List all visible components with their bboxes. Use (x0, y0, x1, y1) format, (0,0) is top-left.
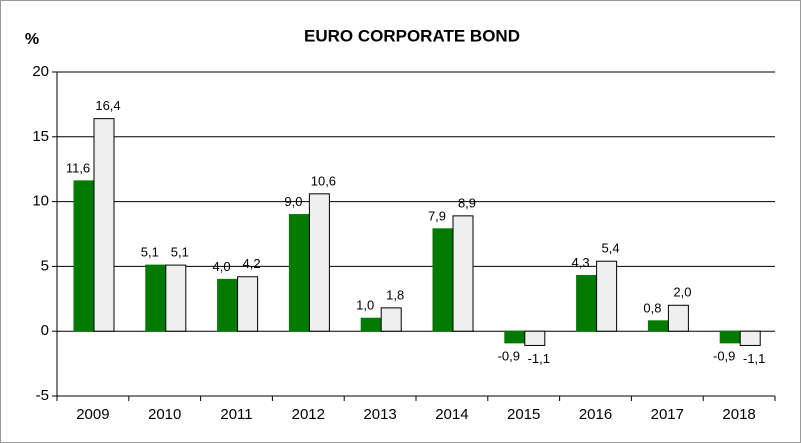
data-label: -0,9 (713, 348, 735, 363)
y-tick-label: 20 (32, 63, 49, 80)
bar (217, 278, 239, 332)
bar (145, 264, 167, 332)
bar (667, 304, 689, 332)
y-tick-label: 10 (32, 193, 49, 210)
bar (739, 330, 761, 346)
bar (452, 215, 474, 332)
bar (93, 118, 115, 332)
y-tick-label: 0 (41, 322, 49, 339)
bar (432, 228, 454, 332)
bar (308, 193, 330, 332)
data-label: 1,8 (386, 287, 404, 302)
bar (360, 317, 382, 332)
data-label: 10,6 (311, 173, 336, 188)
data-label: 5,4 (602, 241, 620, 256)
data-label: 16,4 (95, 98, 120, 113)
data-label: 4,2 (243, 256, 261, 271)
y-tick-label: 5 (41, 257, 49, 274)
data-label: 4,0 (213, 259, 231, 274)
x-tick-label: 2015 (507, 406, 540, 423)
data-label: 1,0 (356, 298, 374, 313)
bar (596, 260, 618, 332)
bar (380, 307, 402, 332)
y-tick-label: -5 (36, 387, 49, 404)
data-label: -1,1 (528, 351, 550, 366)
x-tick-label: 2010 (148, 406, 181, 423)
data-label: 2,0 (673, 285, 691, 300)
x-tick-label: 2018 (722, 406, 755, 423)
bar (237, 276, 259, 332)
bar (647, 320, 669, 332)
y-axis-label: % (25, 31, 39, 48)
x-tick-label: 2009 (76, 406, 109, 423)
bar (288, 214, 310, 332)
bar (165, 264, 187, 332)
bar (504, 330, 526, 344)
data-label: 5,1 (141, 245, 159, 260)
chart-title: EURO CORPORATE BOND (304, 26, 520, 45)
data-label: 7,9 (428, 208, 446, 223)
data-label: 4,3 (572, 255, 590, 270)
bar (576, 274, 598, 332)
x-tick-label: 2016 (579, 406, 612, 423)
x-tick-label: 2017 (651, 406, 684, 423)
bar (524, 330, 546, 346)
x-tick-label: 2013 (363, 406, 396, 423)
x-tick-label: 2012 (292, 406, 325, 423)
data-label: 11,6 (66, 160, 90, 175)
data-label: 0,8 (643, 300, 661, 315)
data-label: 5,1 (171, 245, 189, 260)
y-tick-label: 15 (32, 128, 49, 145)
data-label: 9,0 (284, 194, 302, 209)
data-label: -0,9 (498, 348, 520, 363)
x-tick-label: 2011 (220, 406, 252, 423)
x-tick-label: 2014 (435, 406, 468, 423)
bar (73, 180, 95, 332)
bar (719, 330, 741, 344)
data-label: -1,1 (743, 351, 765, 366)
data-label: 8,9 (458, 195, 476, 210)
